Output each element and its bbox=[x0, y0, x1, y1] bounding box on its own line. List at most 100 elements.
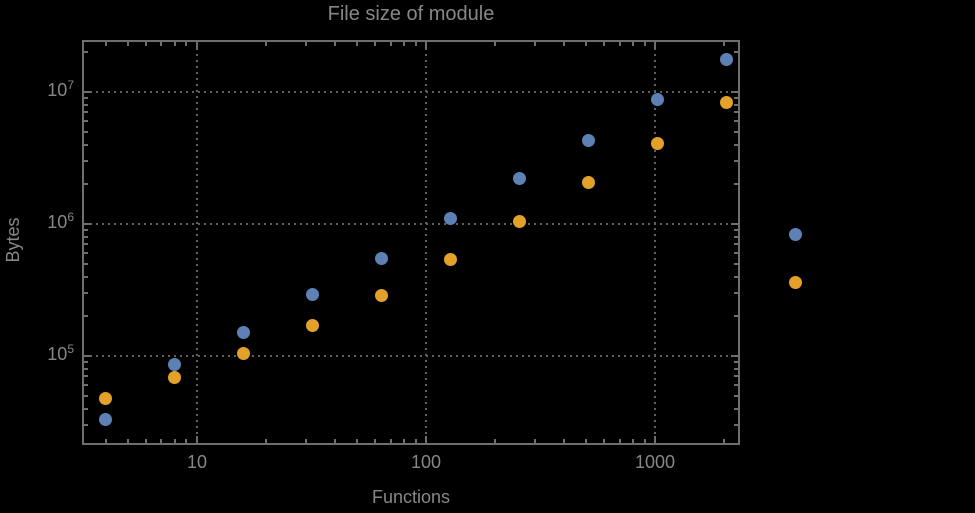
x-minor-tick bbox=[145, 439, 148, 443]
data-point-series-1-blue-x128 bbox=[444, 212, 458, 226]
y-minor-tick-right bbox=[734, 111, 738, 114]
x-minor-tick bbox=[618, 439, 621, 443]
x-minor-tick bbox=[160, 439, 163, 443]
y-minor-tick bbox=[84, 252, 88, 255]
y-minor-tick-right bbox=[734, 229, 738, 232]
x-tick-label-100: 100 bbox=[410, 452, 442, 472]
y-minor-tick-right bbox=[734, 275, 738, 278]
x-minor-tick bbox=[414, 439, 417, 443]
y-tick-base: 10 bbox=[47, 80, 68, 100]
x-minor-tick-top bbox=[389, 42, 392, 46]
x-minor-tick-top bbox=[104, 42, 107, 46]
data-point-series-1-blue-x512 bbox=[581, 133, 595, 147]
y-minor-tick-right bbox=[734, 183, 738, 186]
y-minor-tick bbox=[84, 361, 88, 364]
y-tick-exponent: 7 bbox=[67, 78, 74, 92]
x-minor-tick bbox=[104, 439, 107, 443]
data-point-series-2-orange-x8 bbox=[168, 370, 182, 384]
y-minor-tick bbox=[84, 394, 88, 397]
y-minor-tick-right bbox=[734, 315, 738, 318]
x-minor-tick-top bbox=[173, 42, 176, 46]
x-minor-tick bbox=[305, 439, 308, 443]
y-gridline-10e5 bbox=[84, 355, 738, 358]
data-point-series-1-blue-x8 bbox=[168, 358, 182, 372]
x-gridline-100 bbox=[425, 42, 427, 443]
y-minor-tick-right bbox=[734, 375, 738, 378]
x-minor-tick bbox=[562, 439, 565, 443]
data-point-series-1-blue-x1024 bbox=[650, 93, 664, 107]
y-minor-tick bbox=[84, 292, 88, 295]
data-point-series-2-orange-x1024 bbox=[650, 136, 664, 150]
x-major-tick bbox=[195, 436, 198, 443]
y-tick-exponent: 6 bbox=[67, 210, 74, 225]
data-point-series-2-orange-x128 bbox=[444, 252, 458, 266]
data-point-series-2-orange-x2048 bbox=[719, 96, 733, 110]
x-minor-tick-top bbox=[333, 42, 336, 46]
data-point-series-1-blue-x32 bbox=[306, 288, 320, 302]
x-minor-tick bbox=[631, 439, 634, 443]
x-tick-label-1000: 1000 bbox=[634, 452, 676, 472]
y-major-tick bbox=[84, 355, 91, 358]
y-minor-tick bbox=[84, 111, 88, 114]
y-major-tick-right bbox=[731, 223, 738, 226]
y-major-tick-right bbox=[731, 91, 738, 93]
data-point-series-2-orange-x256 bbox=[513, 215, 526, 229]
y-minor-tick bbox=[84, 183, 88, 186]
x-minor-tick-top bbox=[618, 42, 621, 46]
y-minor-tick bbox=[84, 229, 88, 232]
data-point-series-2-orange-x512 bbox=[581, 176, 595, 190]
y-minor-tick-right bbox=[734, 252, 738, 255]
x-major-tick bbox=[425, 436, 427, 443]
x-minor-tick bbox=[333, 439, 336, 443]
x-minor-tick bbox=[185, 439, 188, 443]
x-axis-label: Functions bbox=[371, 487, 451, 507]
y-minor-tick-right bbox=[734, 394, 738, 397]
y-minor-tick bbox=[84, 243, 88, 246]
x-major-tick-top bbox=[425, 42, 427, 49]
x-minor-tick-top bbox=[402, 42, 405, 46]
x-minor-tick-top bbox=[160, 42, 163, 46]
y-minor-tick-right bbox=[734, 243, 738, 246]
x-minor-tick-top bbox=[305, 42, 308, 46]
data-point-series-2-orange-x32 bbox=[306, 319, 320, 333]
x-minor-tick bbox=[493, 439, 496, 443]
y-major-tick bbox=[84, 91, 91, 93]
y-major-tick-right bbox=[731, 355, 738, 358]
data-point-series-1-blue-x16 bbox=[237, 326, 251, 340]
plot-title: File size of module bbox=[327, 3, 495, 25]
x-minor-tick-top bbox=[643, 42, 646, 46]
y-minor-tick-right bbox=[734, 143, 738, 146]
x-minor-tick bbox=[534, 439, 537, 443]
y-tick-base: 10 bbox=[47, 344, 68, 365]
x-minor-tick bbox=[389, 439, 392, 443]
plot-frame bbox=[82, 40, 740, 445]
data-point-series-1-blue-x256 bbox=[513, 172, 526, 186]
x-minor-tick bbox=[374, 439, 377, 443]
x-major-tick-top bbox=[195, 42, 198, 49]
x-minor-tick-top bbox=[356, 42, 359, 46]
y-minor-tick bbox=[84, 103, 88, 106]
x-minor-tick-top bbox=[145, 42, 148, 46]
y-minor-tick-right bbox=[734, 51, 738, 54]
y-minor-tick bbox=[84, 262, 88, 265]
x-minor-tick-top bbox=[562, 42, 565, 46]
data-point-series-2-orange-x4 bbox=[99, 391, 113, 405]
y-minor-tick-right bbox=[734, 235, 738, 238]
y-minor-tick-right bbox=[734, 130, 738, 133]
data-point-series-1-blue-x2048 bbox=[719, 53, 733, 67]
x-minor-tick bbox=[356, 439, 359, 443]
y-minor-tick bbox=[84, 315, 88, 318]
y-minor-tick bbox=[84, 51, 88, 54]
x-minor-tick bbox=[402, 439, 405, 443]
y-minor-tick bbox=[84, 384, 88, 387]
data-point-series-2-orange-x16 bbox=[237, 346, 251, 360]
x-minor-tick-top bbox=[185, 42, 188, 46]
y-minor-tick bbox=[84, 424, 88, 427]
x-minor-tick-top bbox=[603, 42, 606, 46]
y-minor-tick-right bbox=[734, 407, 738, 410]
data-point-series-1-blue-x64 bbox=[375, 251, 389, 265]
y-tick-base: 10 bbox=[47, 212, 68, 233]
y-minor-tick bbox=[84, 160, 88, 163]
data-point-series-2-orange-x4096 bbox=[788, 276, 802, 290]
x-gridline-1000 bbox=[654, 42, 657, 443]
